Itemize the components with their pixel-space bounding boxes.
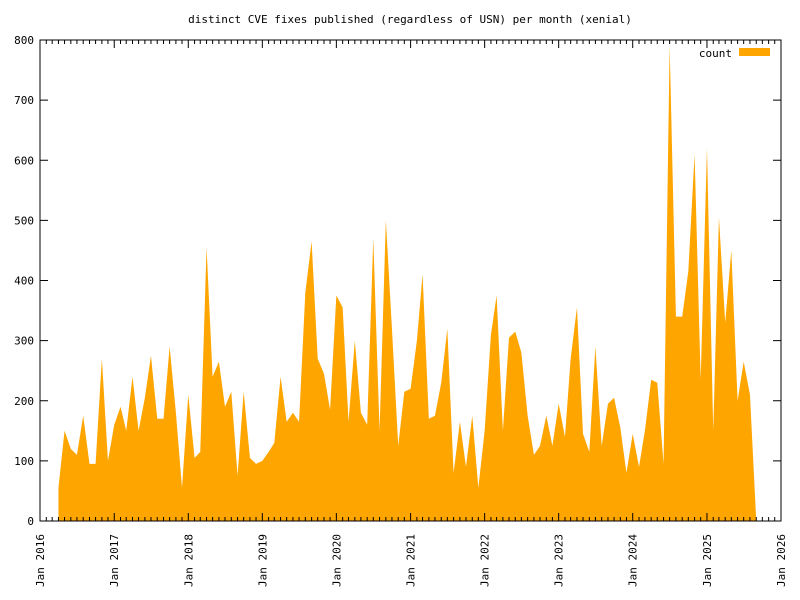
y-tick-label: 600 [14, 154, 34, 167]
x-tick-label: Jan 2020 [330, 534, 343, 587]
y-tick-label: 500 [14, 214, 34, 227]
x-tick-label: Jan 2016 [34, 534, 47, 587]
legend-label: count [699, 47, 732, 60]
series-area-0 [58, 46, 757, 521]
x-tick-label: Jan 2026 [775, 534, 788, 587]
x-tick-label: Jan 2025 [701, 534, 714, 587]
y-tick-label: 200 [14, 395, 34, 408]
y-tick-label: 100 [14, 455, 34, 468]
x-tick-label: Jan 2019 [256, 534, 269, 587]
x-tick-label: Jan 2022 [479, 534, 492, 587]
legend: count [699, 47, 770, 60]
y-tick-label: 400 [14, 275, 34, 288]
chart-title: distinct CVE fixes published (regardless… [188, 13, 632, 26]
y-tick-label: 0 [27, 515, 34, 528]
x-tick-label: Jan 2021 [405, 534, 418, 587]
y-tick-label: 300 [14, 335, 34, 348]
x-tick-label: Jan 2023 [553, 534, 566, 587]
y-axis: 0 100 200 300 400 500 600 700 800 [14, 34, 781, 528]
y-tick-label: 700 [14, 94, 34, 107]
x-tick-label: Jan 2018 [182, 534, 195, 587]
x-axis: Jan 2016 Jan 2017 Jan 2018 Jan 2019 Jan 2020… [34, 40, 788, 587]
legend-swatch [739, 48, 770, 56]
x-tick-label: Jan 2024 [627, 534, 640, 587]
data-area-layer [58, 46, 757, 521]
x-tick-label: Jan 2017 [108, 534, 121, 587]
y-tick-label: 800 [14, 34, 34, 47]
